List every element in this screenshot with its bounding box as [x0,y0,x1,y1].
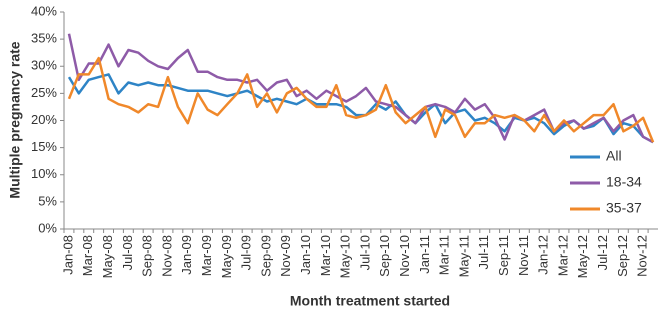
x-tick-label: Mar-09 [199,235,214,276]
x-tick-label: Jan-12 [536,235,551,275]
x-tick-label: Jul-11 [476,235,491,269]
y-tick-label: 10% [31,166,57,181]
legend-label: 35-37 [606,200,642,216]
x-tick-label: Jan-08 [60,235,75,275]
x-tick-label: Mar-10 [318,235,333,276]
series-line [67,73,654,144]
legend-label: All [606,148,622,164]
x-tick-label: May-11 [456,235,471,277]
x-tick-label: Nov-09 [278,235,293,277]
x-tick-label: May-12 [575,235,590,278]
series-line [67,56,655,143]
x-tick-label: May-10 [338,235,353,278]
x-tick-label: Mar-08 [80,235,95,276]
legend-label: 18-34 [606,174,642,190]
x-tick-label: Sep-08 [140,235,155,277]
x-tick-label: Mar-12 [555,235,570,276]
x-tick-label: Jul-12 [595,235,610,270]
x-tick-label: Nov-11 [516,235,531,276]
x-tick-label: Sep-11 [496,235,511,276]
x-tick-label: Jan-10 [298,235,313,275]
x-tick-label: Mar-11 [437,235,452,275]
y-tick-label: 20% [31,112,57,127]
x-tick-label: Jan-09 [179,235,194,275]
x-tick-label: Sep-12 [615,235,630,277]
y-tick-label: 35% [31,31,57,46]
y-tick-label: 15% [31,139,57,154]
y-tick-label: 40% [31,3,57,18]
x-tick-label: May-09 [219,235,234,278]
x-tick-label: Nov-12 [635,235,650,277]
x-tick-label: Sep-09 [258,235,273,277]
x-tick-label: Jul-08 [120,235,135,270]
x-tick-label: May-08 [100,235,115,278]
y-tick-label: 25% [31,85,57,100]
x-tick-label: Jan-11 [417,235,432,274]
y-axis-title: Multiple pregnancy rate [7,41,23,198]
x-tick-label: Sep-10 [377,235,392,277]
x-tick-label: Nov-10 [397,235,412,277]
y-tick-label: 5% [38,193,57,208]
y-tick-label: 0% [38,220,57,235]
x-axis-title: Month treatment started [290,293,450,309]
y-tick-label: 30% [31,58,57,73]
x-tick-label: Nov-08 [159,235,174,277]
x-tick-label: Jul-10 [357,235,372,270]
x-tick-label: Jul-09 [239,235,254,270]
